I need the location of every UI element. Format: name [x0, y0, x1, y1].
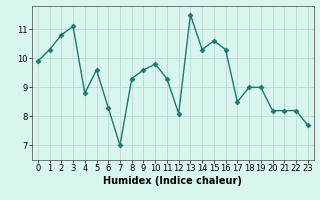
X-axis label: Humidex (Indice chaleur): Humidex (Indice chaleur): [103, 176, 242, 186]
